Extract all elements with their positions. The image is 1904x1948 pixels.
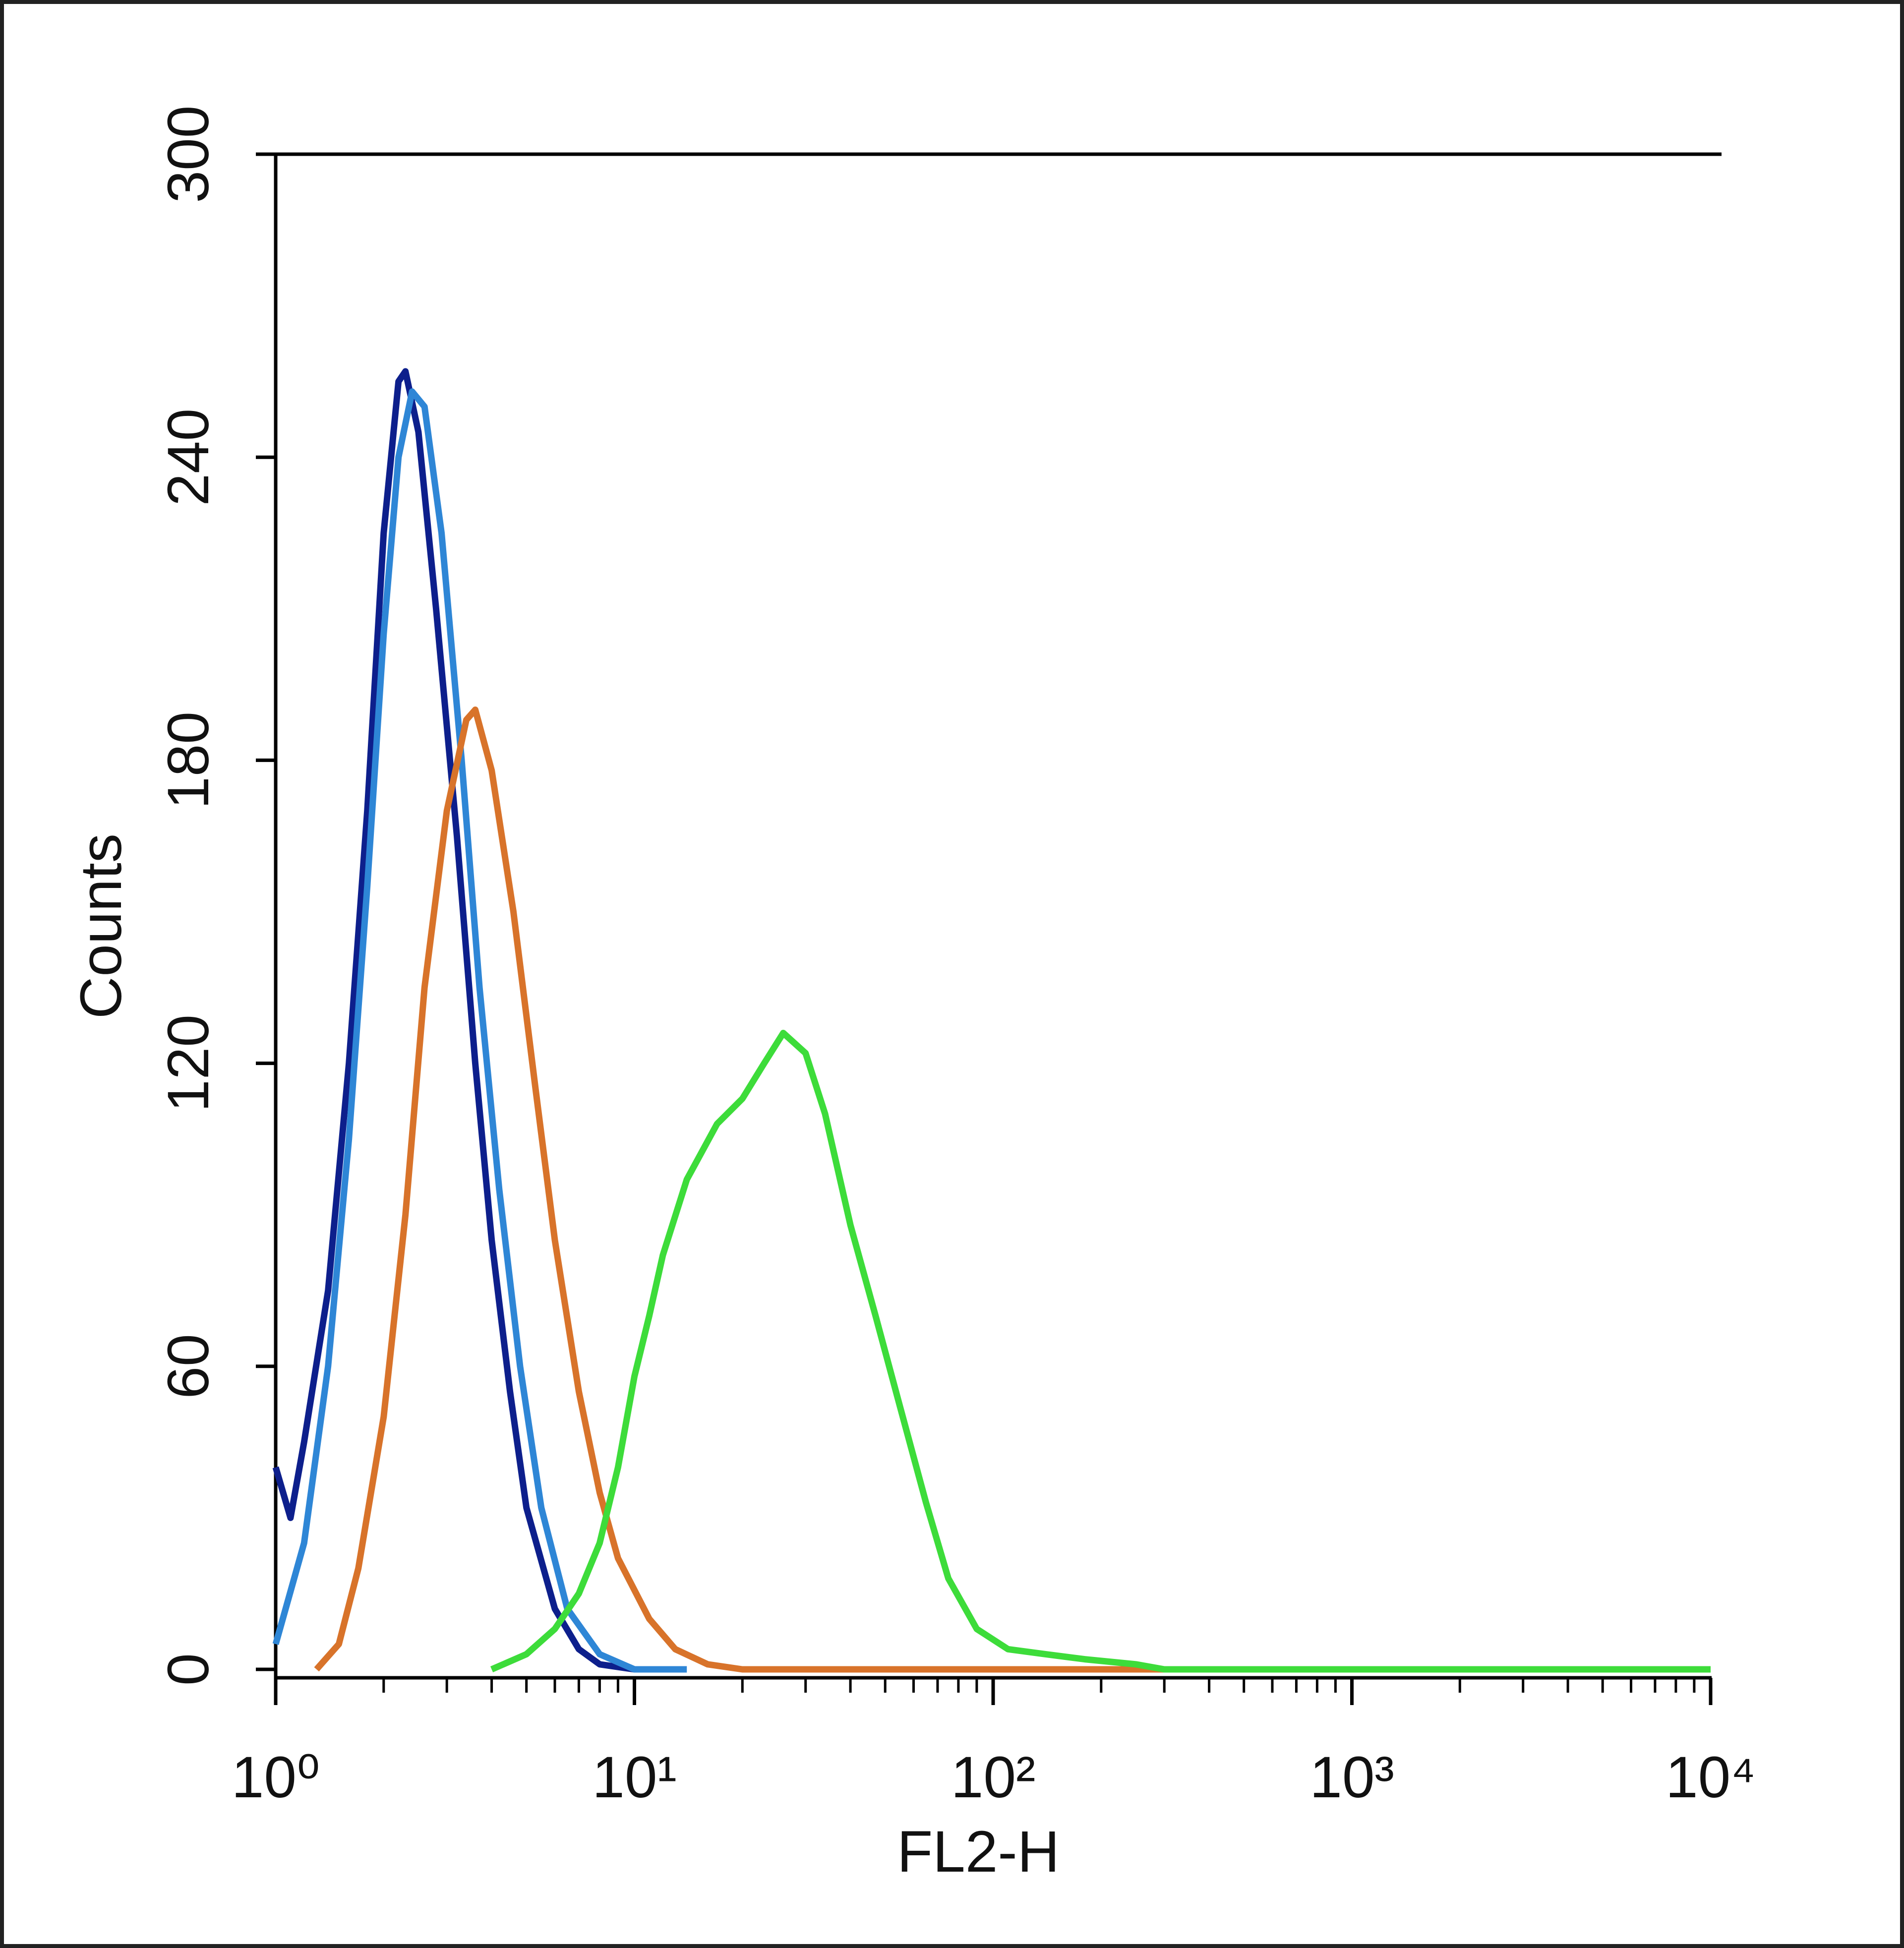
histogram-line: [314, 707, 1711, 1673]
y-tick-label: 180: [156, 711, 221, 809]
x-tick-label: 10⁰: [232, 1745, 320, 1810]
x-tick-label: 10²: [951, 1745, 1036, 1810]
x-axis-label: FL2-H: [897, 1819, 1060, 1885]
histogram-line: [490, 1030, 1711, 1673]
x-tick-label: 10⁴: [1666, 1745, 1756, 1810]
plot: 0 60 120 180 240 300 10⁰ 10¹ 10² 10³ 10⁴: [156, 106, 1756, 1810]
x-tick-label: 10³: [1309, 1745, 1394, 1810]
y-tick-label: 0: [156, 1653, 221, 1686]
y-axis-label: Counts: [68, 833, 134, 1019]
y-tick-label: 60: [156, 1334, 221, 1399]
y-tick-label: 240: [156, 409, 221, 506]
histogram-line: [272, 368, 635, 1673]
x-tick-label: 10¹: [592, 1745, 677, 1810]
y-tick-label: 120: [156, 1014, 221, 1112]
y-tick-label: 300: [156, 106, 221, 203]
